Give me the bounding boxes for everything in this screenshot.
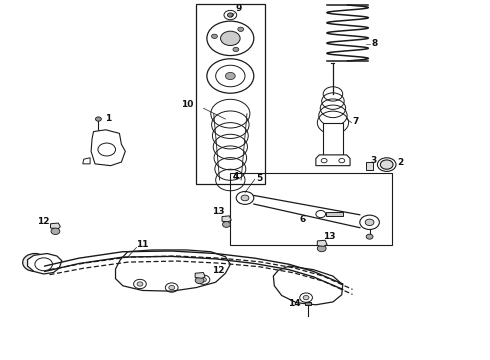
Circle shape <box>303 296 309 300</box>
Polygon shape <box>195 273 205 278</box>
Circle shape <box>200 278 206 282</box>
Text: 8: 8 <box>371 39 377 48</box>
Bar <box>230 173 392 244</box>
Text: 6: 6 <box>300 215 306 224</box>
Circle shape <box>169 285 174 290</box>
Circle shape <box>137 282 143 286</box>
Text: 4: 4 <box>233 172 239 181</box>
Bar <box>323 123 343 155</box>
Text: 13: 13 <box>323 232 336 241</box>
Text: 7: 7 <box>352 117 359 126</box>
Circle shape <box>96 117 101 121</box>
Polygon shape <box>318 240 327 246</box>
Circle shape <box>233 47 239 51</box>
Circle shape <box>225 72 235 80</box>
Text: 9: 9 <box>235 4 242 13</box>
Bar <box>305 302 311 305</box>
Text: 11: 11 <box>137 240 149 249</box>
Polygon shape <box>116 250 230 291</box>
Circle shape <box>241 195 249 201</box>
Circle shape <box>380 160 393 169</box>
Circle shape <box>51 228 60 234</box>
Bar <box>326 212 343 216</box>
Circle shape <box>366 234 373 239</box>
Polygon shape <box>50 223 60 229</box>
Circle shape <box>195 277 204 284</box>
Circle shape <box>23 253 47 271</box>
Circle shape <box>227 13 233 17</box>
Circle shape <box>365 219 374 226</box>
Text: 1: 1 <box>105 114 111 123</box>
Text: 5: 5 <box>256 174 263 183</box>
Circle shape <box>212 34 218 39</box>
Polygon shape <box>91 130 125 166</box>
Bar <box>366 162 373 170</box>
Polygon shape <box>83 158 90 164</box>
Text: 13: 13 <box>212 207 224 216</box>
Polygon shape <box>273 266 343 305</box>
Circle shape <box>220 31 240 45</box>
Text: 4: 4 <box>233 172 239 181</box>
Text: 2: 2 <box>397 158 404 167</box>
Circle shape <box>318 245 326 252</box>
Text: 3: 3 <box>370 157 376 166</box>
Text: 14: 14 <box>288 298 301 307</box>
Text: 10: 10 <box>181 100 194 109</box>
Circle shape <box>238 27 244 31</box>
Polygon shape <box>27 253 62 274</box>
Bar <box>196 4 265 184</box>
Circle shape <box>222 222 230 227</box>
Polygon shape <box>316 155 350 166</box>
Polygon shape <box>222 216 231 222</box>
Text: 12: 12 <box>212 266 224 275</box>
Text: 12: 12 <box>37 217 49 226</box>
